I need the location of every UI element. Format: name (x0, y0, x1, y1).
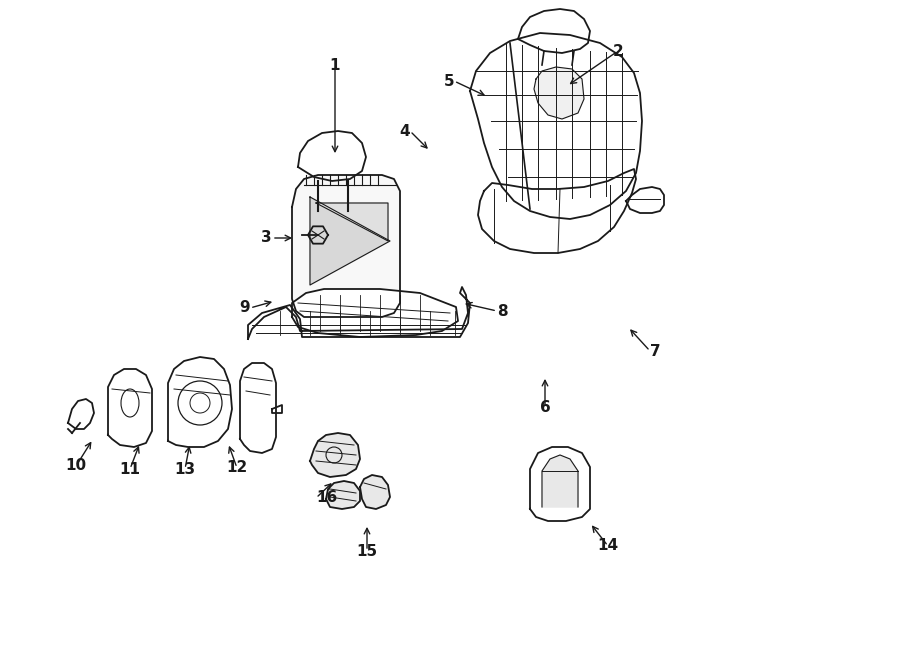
Polygon shape (316, 203, 388, 241)
Text: 9: 9 (239, 301, 250, 315)
Text: 2: 2 (613, 44, 624, 59)
Text: 8: 8 (497, 303, 508, 319)
Text: 1: 1 (329, 59, 340, 73)
Text: 13: 13 (175, 461, 195, 477)
Text: 5: 5 (444, 73, 454, 89)
Polygon shape (272, 405, 282, 413)
Polygon shape (108, 369, 152, 447)
Polygon shape (308, 226, 328, 244)
Polygon shape (530, 447, 590, 521)
Polygon shape (542, 455, 578, 507)
Polygon shape (292, 175, 400, 317)
Text: 11: 11 (120, 461, 140, 477)
Text: 15: 15 (356, 543, 378, 559)
Polygon shape (248, 287, 470, 339)
Polygon shape (470, 33, 642, 219)
Polygon shape (310, 433, 360, 477)
Polygon shape (240, 363, 276, 453)
Text: 12: 12 (227, 461, 248, 475)
Polygon shape (534, 67, 584, 119)
Polygon shape (310, 197, 390, 285)
Polygon shape (298, 131, 366, 181)
Polygon shape (478, 169, 636, 253)
Polygon shape (292, 289, 458, 337)
Text: 14: 14 (598, 539, 618, 553)
Polygon shape (168, 357, 232, 447)
Polygon shape (518, 9, 590, 53)
Text: 16: 16 (316, 490, 338, 506)
Text: 10: 10 (66, 459, 86, 473)
Text: 7: 7 (650, 344, 661, 358)
Polygon shape (326, 481, 360, 509)
Polygon shape (360, 475, 390, 509)
Text: 4: 4 (400, 124, 410, 139)
Polygon shape (68, 399, 94, 429)
Text: 6: 6 (540, 401, 551, 416)
Polygon shape (626, 187, 664, 213)
Text: 3: 3 (261, 231, 272, 245)
